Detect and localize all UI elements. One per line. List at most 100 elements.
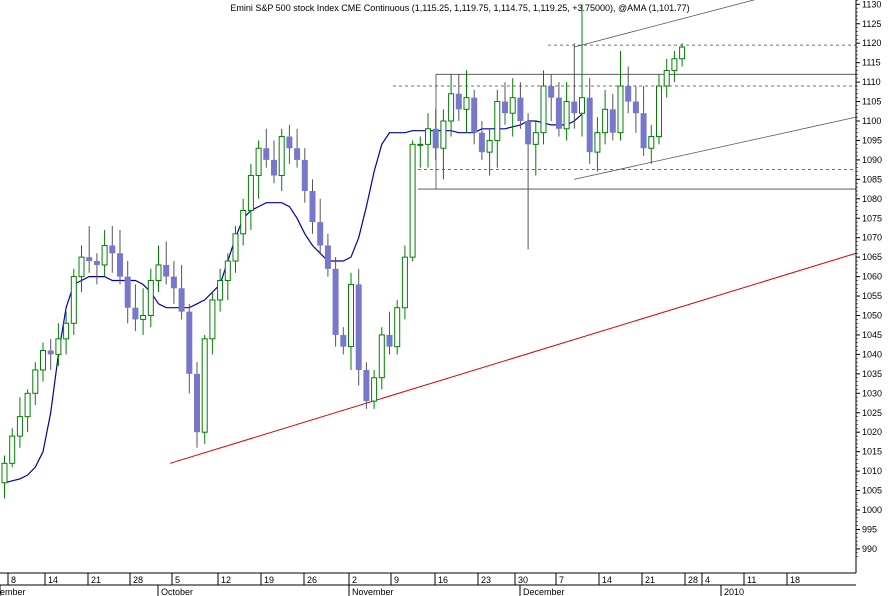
candle-body-up — [486, 139, 493, 153]
candle — [271, 140, 277, 184]
candle — [586, 78, 593, 164]
candle — [101, 229, 108, 277]
y-tick-label: 1060 — [862, 272, 882, 282]
candle — [332, 257, 339, 347]
candle — [548, 74, 555, 121]
candle-body-down — [355, 284, 362, 370]
candle-body-up — [378, 334, 385, 379]
candle — [294, 128, 301, 168]
candle-body-up — [594, 132, 601, 153]
candle — [317, 198, 324, 254]
x-tick-label: 4 — [705, 575, 710, 585]
ama-layer — [4, 113, 583, 484]
candle — [394, 299, 401, 355]
x-tick-label: 21 — [645, 575, 655, 585]
candle — [155, 245, 162, 293]
candle — [378, 327, 385, 390]
candle-body-up — [463, 97, 470, 110]
y-tick-label: 1040 — [862, 349, 882, 359]
candle-body-down — [294, 148, 301, 160]
candle-body-up — [232, 233, 239, 262]
candle-body-down — [455, 93, 462, 110]
candle — [425, 113, 431, 168]
candle-body-down — [194, 373, 200, 433]
candle — [278, 128, 285, 192]
x-tick-label: 5 — [175, 575, 180, 585]
x-tick-label: 19 — [264, 575, 274, 585]
y-tick-label: 1115 — [862, 58, 881, 68]
candle-body-down — [124, 276, 131, 308]
candle-body-up — [494, 101, 501, 141]
candle-body-down — [548, 85, 555, 98]
candle — [240, 198, 247, 246]
candle — [217, 268, 224, 312]
candle-body-down — [263, 148, 270, 160]
x-tick-label: 9 — [394, 575, 399, 585]
chart-title: Emini S&P 500 stock Index CME Continuous… — [230, 3, 689, 13]
upper-channel-line — [573, 0, 756, 48]
candle-body-up — [532, 132, 539, 145]
candle — [594, 117, 601, 172]
candle-body-down — [132, 307, 139, 320]
x-tick-label: 18 — [790, 575, 800, 585]
y-tick-label: 1100 — [862, 116, 881, 126]
candle-body-up — [101, 244, 108, 266]
candle — [109, 226, 116, 273]
candle-body-up — [401, 256, 408, 309]
candle-body-down — [301, 159, 308, 192]
candle — [471, 89, 478, 145]
candle-body-down — [109, 245, 116, 254]
candle-body-down — [186, 311, 193, 374]
candle-body-down — [309, 191, 316, 223]
y-tick-label: 1130 — [862, 0, 881, 9]
y-axis: 990 995 1000 1005 1010 1015 1020 1025 1030 1035 10… — [855, 0, 882, 573]
x-tick-label: 30 — [518, 575, 528, 585]
candle-body-down — [324, 245, 331, 269]
candle-body-down — [525, 121, 532, 145]
y-tick-label: 1000 — [862, 505, 882, 515]
candle — [463, 70, 470, 133]
candle-body-up — [409, 143, 416, 258]
y-tick-label: 1110 — [862, 77, 881, 87]
candle-body-up — [209, 299, 216, 340]
candle — [9, 428, 16, 468]
candle — [16, 397, 23, 448]
candle — [163, 241, 170, 285]
y-tick-label: 1050 — [862, 311, 882, 321]
candle-body-down — [386, 334, 393, 347]
candle — [579, 4, 585, 137]
candle — [348, 272, 354, 370]
candle-body-down — [363, 369, 370, 402]
y-tick-label: 1015 — [862, 447, 882, 457]
candle — [371, 369, 378, 409]
candle-body-up — [255, 147, 262, 176]
candle-body-down — [586, 97, 593, 153]
candle — [555, 82, 562, 137]
candle — [194, 362, 200, 448]
month-label: 2010 — [724, 587, 744, 596]
candle — [432, 109, 439, 160]
candle-body-down — [93, 261, 100, 265]
candle-body-up — [278, 136, 285, 176]
candle — [78, 245, 85, 293]
candle-body-up — [247, 174, 254, 211]
candle — [478, 121, 485, 160]
candle — [448, 74, 455, 137]
candle — [178, 264, 185, 320]
candle-body-up — [201, 338, 208, 433]
x-tick-label: 26 — [307, 575, 317, 585]
candle — [632, 85, 639, 133]
candle-body-down — [163, 264, 170, 277]
y-tick-label: 1020 — [862, 427, 882, 437]
candle-body-up — [63, 322, 70, 340]
candle-body-up — [140, 315, 147, 320]
candle — [409, 140, 416, 262]
month-label: ember — [0, 587, 26, 596]
candle — [640, 85, 647, 157]
candle — [540, 70, 547, 145]
y-tick-label: 1105 — [862, 97, 881, 107]
candle-body-up — [663, 69, 670, 87]
candle-body-down — [640, 113, 647, 149]
candle — [1, 455, 8, 499]
y-tick-label: 1090 — [862, 155, 882, 165]
